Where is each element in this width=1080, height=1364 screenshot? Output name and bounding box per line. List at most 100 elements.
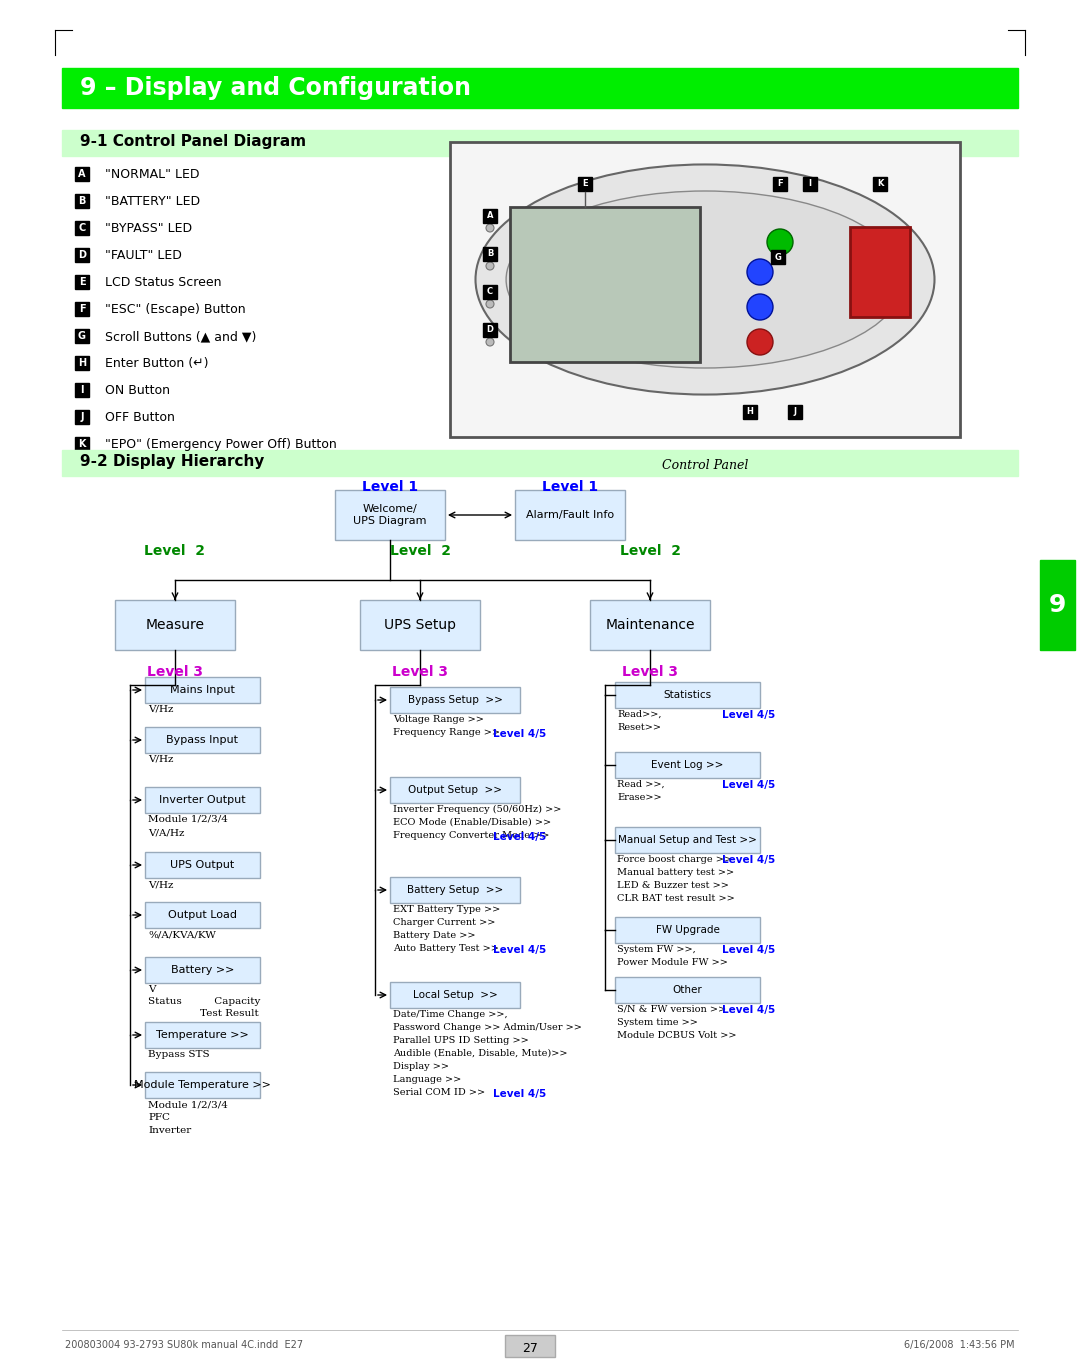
Bar	[743, 405, 757, 419]
Text: UPS Output: UPS Output	[171, 859, 234, 870]
Ellipse shape	[475, 165, 934, 394]
Text: Language >>: Language >>	[393, 1075, 461, 1084]
Text: Power Module FW >>: Power Module FW >>	[617, 958, 728, 967]
Circle shape	[767, 229, 793, 255]
Bar	[62, 68, 1018, 108]
Bar	[578, 177, 592, 191]
Bar	[75, 411, 89, 424]
Text: FW Upgrade: FW Upgrade	[656, 925, 719, 934]
Text: 6/16/2008  1:43:56 PM: 6/16/2008 1:43:56 PM	[904, 1339, 1015, 1350]
Text: System FW >>,: System FW >>,	[617, 945, 696, 953]
Text: Local Setup  >>: Local Setup >>	[413, 990, 498, 1000]
Bar	[145, 1072, 260, 1098]
Bar	[114, 600, 235, 651]
Ellipse shape	[507, 191, 904, 368]
Text: D: D	[78, 250, 86, 261]
Bar	[145, 677, 260, 702]
Text: Output Setup  >>: Output Setup >>	[408, 786, 502, 795]
Text: "EPO" (Emergency Power Off) Button: "EPO" (Emergency Power Off) Button	[105, 438, 337, 451]
Text: F: F	[778, 180, 783, 188]
Bar	[788, 405, 802, 419]
Text: Level  2: Level 2	[620, 544, 680, 558]
Text: Level 3: Level 3	[392, 666, 448, 679]
Text: Output Load: Output Load	[168, 910, 237, 919]
Bar	[590, 600, 710, 651]
Bar	[75, 276, 89, 289]
Text: Manual Setup and Test >>: Manual Setup and Test >>	[618, 835, 757, 846]
Bar	[145, 727, 260, 753]
Bar	[75, 221, 89, 235]
Text: Date/Time Change >>,: Date/Time Change >>,	[393, 1009, 508, 1019]
Text: LED & Buzzer test >>: LED & Buzzer test >>	[617, 881, 729, 889]
Text: Level 3: Level 3	[147, 666, 203, 679]
Text: ON Button: ON Button	[105, 385, 170, 397]
Circle shape	[486, 262, 494, 270]
Text: Temperature >>: Temperature >>	[157, 1030, 248, 1039]
Text: B: B	[79, 196, 85, 206]
Bar	[1040, 561, 1075, 651]
Text: Inverter Frequency (50/60Hz) >>: Inverter Frequency (50/60Hz) >>	[393, 805, 562, 814]
Text: Level 4/5: Level 4/5	[723, 855, 775, 865]
Text: Manual battery test >>: Manual battery test >>	[617, 868, 734, 877]
Text: C: C	[79, 222, 85, 233]
Text: Module 1/2/3/4: Module 1/2/3/4	[148, 816, 228, 824]
Bar	[75, 301, 89, 316]
Text: OFF Button: OFF Button	[105, 411, 175, 424]
Text: 9 – Display and Configuration: 9 – Display and Configuration	[80, 76, 471, 100]
Circle shape	[747, 295, 773, 321]
Bar	[335, 490, 445, 540]
Text: V/Hz: V/Hz	[148, 880, 174, 889]
Bar	[483, 209, 497, 222]
Text: "FAULT" LED: "FAULT" LED	[105, 250, 181, 262]
Text: 200803004 93-2793 SU80k manual 4C.indd  E27: 200803004 93-2793 SU80k manual 4C.indd E…	[65, 1339, 303, 1350]
Text: 9-1 Control Panel Diagram: 9-1 Control Panel Diagram	[80, 134, 306, 149]
Text: J: J	[80, 412, 84, 421]
Text: K: K	[877, 180, 883, 188]
Text: G: G	[774, 252, 782, 262]
Text: Maintenance: Maintenance	[605, 618, 694, 632]
Text: System time >>: System time >>	[617, 1018, 698, 1027]
Bar	[850, 226, 910, 316]
Text: Module 1/2/3/4: Module 1/2/3/4	[148, 1099, 228, 1109]
Text: Read >>,: Read >>,	[617, 780, 664, 788]
Bar	[145, 852, 260, 878]
Text: CLR BAT test result >>: CLR BAT test result >>	[617, 893, 734, 903]
Circle shape	[486, 338, 494, 346]
Text: B: B	[487, 250, 494, 259]
Text: J: J	[794, 408, 797, 416]
Bar	[75, 329, 89, 342]
Circle shape	[486, 224, 494, 232]
Text: Status          Capacity: Status Capacity	[148, 997, 260, 1007]
Text: Level 4/5: Level 4/5	[492, 832, 546, 842]
Text: Level 4/5: Level 4/5	[492, 945, 546, 955]
Text: 9: 9	[1049, 593, 1066, 617]
Text: Level 1: Level 1	[362, 480, 418, 494]
Text: A: A	[487, 211, 494, 221]
Bar	[390, 982, 519, 1008]
Bar	[483, 247, 497, 261]
Bar	[515, 490, 625, 540]
Circle shape	[486, 300, 494, 308]
Bar	[773, 177, 787, 191]
Text: Event Log >>: Event Log >>	[651, 760, 724, 771]
Text: Module Temperature >>: Module Temperature >>	[134, 1080, 271, 1090]
Text: Serial COM ID >>: Serial COM ID >>	[393, 1088, 485, 1097]
Text: Level 4/5: Level 4/5	[723, 780, 775, 790]
Text: Welcome/
UPS Diagram: Welcome/ UPS Diagram	[353, 505, 427, 525]
Text: Level 3: Level 3	[622, 666, 678, 679]
Text: "ESC" (Escape) Button: "ESC" (Escape) Button	[105, 303, 245, 316]
Text: Bypass STS: Bypass STS	[148, 1050, 210, 1058]
Text: Level 1: Level 1	[542, 480, 598, 494]
Bar	[75, 356, 89, 370]
Bar	[873, 177, 887, 191]
Text: Enter Button (↵): Enter Button (↵)	[105, 357, 208, 370]
Bar	[145, 902, 260, 928]
Text: Level 4/5: Level 4/5	[492, 728, 546, 739]
Text: H: H	[78, 357, 86, 368]
Text: Frequency Range >>: Frequency Range >>	[393, 728, 500, 737]
Text: Display >>: Display >>	[393, 1063, 449, 1071]
Bar	[483, 285, 497, 299]
Text: Bypass Input: Bypass Input	[166, 735, 239, 745]
Text: Erase>>: Erase>>	[617, 792, 662, 802]
Text: Measure: Measure	[146, 618, 204, 632]
